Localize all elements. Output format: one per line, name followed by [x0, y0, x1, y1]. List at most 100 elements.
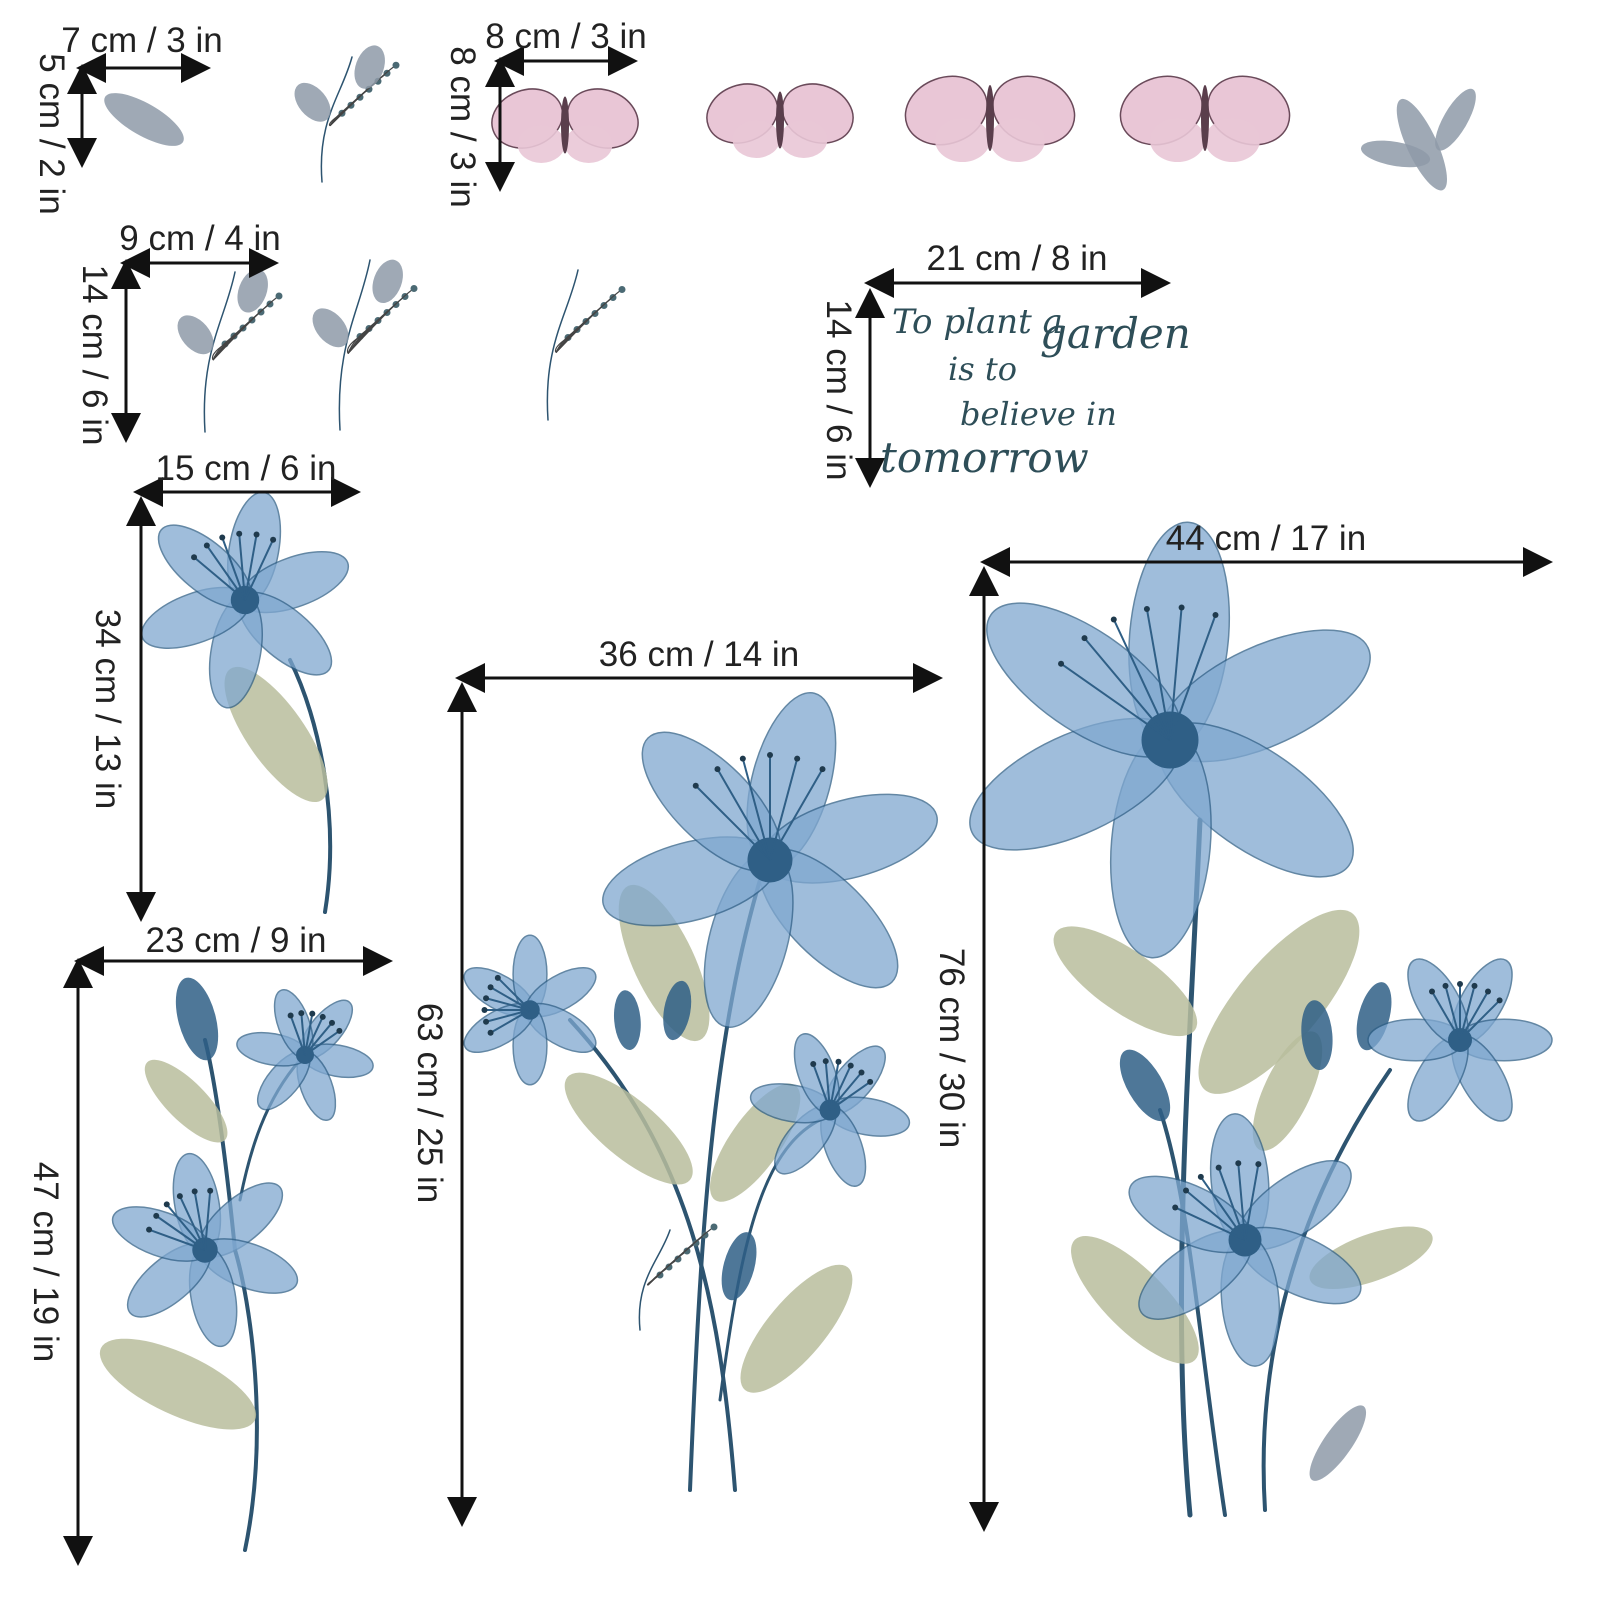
lily-anther: [739, 755, 746, 762]
large-lily-width-label: 44 cm / 17 in: [1166, 519, 1366, 558]
lily-stamen: [1431, 991, 1461, 1041]
lily-stamen: [829, 1081, 871, 1111]
lily-bud: [1119, 1049, 1171, 1122]
lily-stamen: [1459, 991, 1489, 1041]
lily-anther: [1183, 1187, 1190, 1194]
berry: [683, 1247, 691, 1255]
lily-anther: [270, 536, 277, 543]
lily-anther: [1197, 1173, 1204, 1180]
quote-decal: To plant a garden is to believe in tomor…: [880, 302, 1191, 482]
butterfly-wing: [990, 118, 1045, 162]
lily-stamen: [716, 768, 771, 861]
lily-anther: [494, 974, 501, 981]
leaf: [1071, 1236, 1199, 1364]
lily-stamen: [1112, 619, 1171, 741]
quote-line-3: is to: [948, 350, 1017, 388]
berry: [410, 285, 418, 292]
butterfly-body: [561, 96, 569, 154]
berry: [710, 1223, 718, 1231]
lily-stamen: [1083, 637, 1171, 741]
lily-anther: [810, 1060, 817, 1067]
lily-stamen: [1145, 608, 1171, 741]
lily-stamen: [221, 537, 246, 601]
berry: [665, 1263, 673, 1271]
lily-anther: [483, 1018, 490, 1025]
lily-stamen: [829, 1065, 852, 1111]
lily-stamen: [165, 1203, 206, 1251]
leaf: [177, 315, 214, 355]
stem: [638, 1229, 671, 1331]
double-lily-height-label: 47 cm / 19 in: [26, 1162, 65, 1362]
butterfly-decal: [491, 88, 639, 163]
lily-stamen: [741, 758, 771, 861]
lily-anther: [1496, 997, 1503, 1004]
sprig-height-label: 14 cm / 6 in: [75, 265, 114, 446]
lily-stamen: [1459, 999, 1501, 1041]
lily-stamen: [155, 1215, 206, 1251]
berry: [656, 1271, 664, 1279]
stem: [1178, 817, 1203, 1518]
stem: [546, 269, 579, 421]
butterfly-width-label: 8 cm / 3 in: [485, 17, 646, 56]
berry: [618, 286, 626, 293]
lily-anther: [236, 530, 243, 537]
butterfly-wing: [1205, 118, 1260, 162]
lily-stamen: [1444, 985, 1461, 1041]
small-leaf-decal: [104, 93, 184, 146]
lily-stamen: [824, 1061, 831, 1111]
lily-stamen: [1060, 662, 1171, 741]
lily-anther: [1143, 606, 1150, 613]
lily-anther: [487, 984, 494, 991]
leaf: [1396, 98, 1447, 191]
lily-stamen: [304, 1030, 340, 1056]
lily-anther: [203, 542, 210, 549]
leaf: [1198, 909, 1360, 1094]
single-lily-decal: [140, 491, 350, 914]
lily-anther: [1172, 1204, 1179, 1211]
lily-stamen: [769, 758, 799, 861]
lily-stamen: [238, 533, 246, 601]
leaf: [564, 1072, 693, 1185]
lily-anther: [858, 1069, 865, 1076]
berry: [392, 61, 400, 69]
lily-anther: [328, 1019, 335, 1026]
stem: [568, 1018, 737, 1492]
butterfly-wing: [517, 125, 565, 163]
lily-stamen: [1217, 1167, 1246, 1241]
lily-anther: [336, 1027, 343, 1034]
small-leaf-decal: [1361, 88, 1476, 191]
leaf: [294, 82, 331, 122]
berry: [701, 1231, 709, 1239]
lily-bud: [663, 980, 692, 1041]
lily-anther: [794, 755, 801, 762]
leaf: [1435, 88, 1476, 151]
quote-width-label: 21 cm / 8 in: [927, 239, 1108, 278]
lily-anther: [1429, 988, 1435, 995]
stem: [320, 56, 353, 183]
lily-bud: [613, 990, 641, 1051]
butterfly-decal: [904, 75, 1076, 162]
lily-stamen: [193, 556, 246, 601]
medium-lily-width-label: 36 cm / 14 in: [599, 635, 799, 674]
sprig-decal: [177, 269, 283, 433]
leaf: [237, 269, 268, 313]
lily-stamen: [695, 785, 771, 861]
lily-stamen: [485, 1009, 531, 1023]
butterfly-wing: [780, 120, 828, 158]
lily-anther: [219, 534, 226, 541]
lily-stamen: [1174, 1206, 1246, 1241]
lily-stamen: [193, 1191, 206, 1251]
butterfly-wing: [935, 118, 990, 162]
butterfly-decal: [706, 83, 854, 158]
lily-anther: [1235, 1160, 1242, 1167]
lily-anther: [153, 1212, 160, 1219]
butterfly-decal: [1119, 75, 1291, 162]
leaf: [312, 308, 349, 348]
leaf: [99, 1338, 257, 1430]
lily-stamen: [497, 977, 531, 1011]
quote-height-label: 14 cm / 6 in: [819, 300, 858, 481]
lily-anther: [714, 766, 721, 773]
stem: [203, 271, 236, 433]
